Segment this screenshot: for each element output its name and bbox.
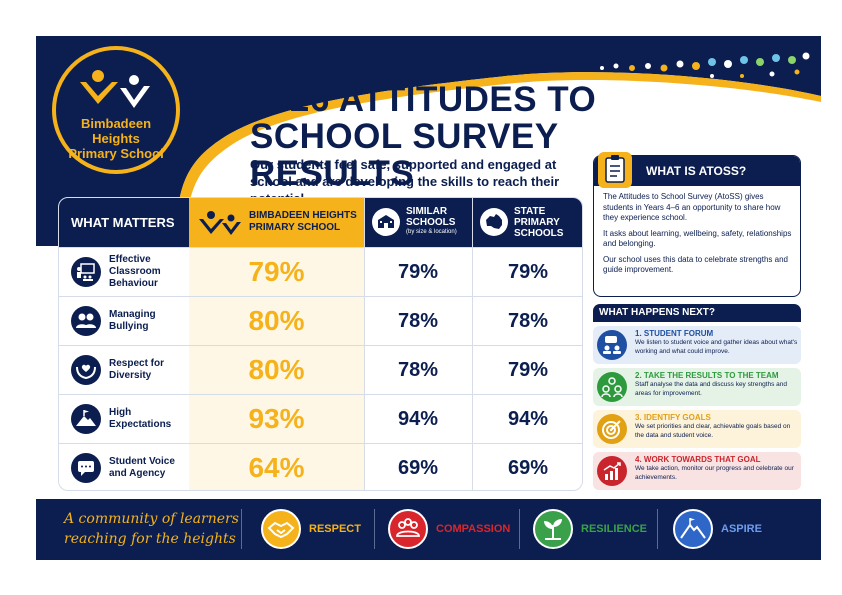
mountain-icon: [673, 509, 713, 549]
column-header-similar-schools: SIMILAR SCHOOLS (by size & location): [364, 198, 472, 247]
column-header-state-schools: STATE PRIMARY SCHOOLS: [472, 198, 582, 247]
row-label: Managing Bullying: [109, 309, 156, 332]
similar-value: 94%: [397, 408, 439, 430]
school-tagline: A community of learners reaching for the…: [64, 509, 254, 549]
state-header-line1: STATE: [514, 206, 546, 217]
speech-bubble-icon: [71, 453, 101, 483]
what-is-atoss-panel: WHAT IS ATOSS? The Attitudes to School S…: [593, 152, 801, 297]
tagline-line2: reaching for the heights: [64, 531, 236, 547]
school-header-line1: BIMBADEEN HEIGHTS: [249, 210, 357, 221]
row-label: Student Voice and Agency: [109, 456, 175, 479]
row-label: Effective Classroom Behaviour: [109, 254, 161, 289]
children-leaping-icon: [80, 70, 150, 108]
school-logo-icon: [199, 211, 241, 235]
what-happens-next-panel: WHAT HAPPENS NEXT? 1. STUDENT FORUM We l…: [593, 304, 801, 492]
school-value: 79%: [248, 256, 305, 287]
state-value: 78%: [507, 310, 549, 332]
step-description: We take action, monitor our progress and…: [635, 465, 794, 481]
step-identify-goals: 3. IDENTIFY GOALS We set priorities and …: [593, 410, 801, 448]
growth-chart-icon: [597, 456, 627, 486]
row-label: Respect for Diversity: [109, 358, 165, 381]
mountain-flag-icon: [71, 404, 101, 434]
state-value: 69%: [507, 457, 549, 479]
similar-header-line2: SCHOOLS: [406, 217, 456, 228]
atoss-header: WHAT IS ATOSS?: [594, 152, 800, 188]
team-icon: [597, 372, 627, 402]
title-line2: SCHOOL SURVEY RESULTS: [250, 117, 558, 193]
table-header: WHAT MATTERS BIMBADEEN HEIGHTS PRIMARY S…: [59, 198, 582, 247]
step-title: 4. WORK TOWARDS THAT GOAL: [635, 455, 761, 464]
hands-heart-icon: [71, 355, 101, 385]
step-student-forum: 1. STUDENT FORUM We listen to student vo…: [593, 326, 801, 364]
atoss-paragraph: It asks about learning, wellbeing, safet…: [603, 228, 792, 249]
table-row: Effective Classroom Behaviour 79% 79% 79…: [59, 247, 582, 296]
handshake-icon: [261, 509, 301, 549]
value-label: RESPECT: [309, 523, 361, 535]
step-title: 3. IDENTIFY GOALS: [635, 413, 711, 422]
school-name-line2: Primary School: [68, 146, 164, 161]
value-label: ASPIRE: [721, 523, 762, 535]
step-title: 1. STUDENT FORUM: [635, 329, 714, 338]
school-value: 80%: [248, 305, 305, 336]
similar-header-sub: (by size & location): [406, 229, 457, 235]
column-header-school: BIMBADEEN HEIGHTS PRIMARY SCHOOL: [189, 198, 364, 247]
table-row: High Expectations 93% 94% 94%: [59, 394, 582, 443]
step-description: We listen to student voice and gather id…: [635, 339, 798, 355]
similar-value: 78%: [397, 359, 439, 381]
sprout-icon: [533, 509, 573, 549]
school-value: 93%: [248, 403, 305, 434]
school-name: Bimbadeen Heights Primary School: [56, 116, 176, 161]
title-line1: 2026 ATTITUDES TO: [250, 80, 597, 119]
step-description: Staff analyse the data and discuss key s…: [635, 381, 788, 397]
table-row: Managing Bullying 80% 78% 78%: [59, 296, 582, 345]
school-name-line1: Bimbadeen Heights: [80, 116, 152, 146]
atoss-title: WHAT IS ATOSS?: [646, 164, 747, 178]
step-description: We set priorities and clear, achievable …: [635, 423, 791, 439]
state-value: 94%: [507, 408, 549, 430]
state-value: 79%: [507, 359, 549, 381]
table-row: Respect for Diversity 80% 78% 79%: [59, 345, 582, 394]
school-value: 64%: [248, 452, 305, 483]
table-row: Student Voice and Agency 64% 69% 69%: [59, 443, 582, 490]
state-header-line2: PRIMARY: [514, 217, 560, 228]
school-logo: Bimbadeen Heights Primary School: [52, 46, 180, 174]
tagline-line1: A community of learners: [64, 511, 239, 527]
school-value: 80%: [248, 354, 305, 385]
atoss-paragraph: The Attitudes to School Survey (AtoSS) g…: [603, 192, 781, 222]
row-label: High Expectations: [109, 407, 172, 430]
classroom-icon: [71, 257, 101, 287]
school-building-icon: [372, 208, 400, 236]
australia-map-icon: [480, 208, 508, 236]
next-title: WHAT HAPPENS NEXT?: [593, 304, 801, 322]
footer-bar: A community of learners reaching for the…: [36, 499, 821, 560]
poster: Bimbadeen Heights Primary School 2026 AT…: [36, 36, 821, 560]
similar-value: 79%: [397, 261, 439, 283]
school-header-line2: PRIMARY SCHOOL: [249, 222, 341, 233]
results-table: WHAT MATTERS BIMBADEEN HEIGHTS PRIMARY S…: [58, 197, 583, 491]
similar-value: 78%: [397, 310, 439, 332]
decorative-dots: [600, 52, 810, 78]
forum-icon: [597, 330, 627, 360]
similar-header-line1: SIMILAR: [406, 206, 448, 217]
target-icon: [597, 414, 627, 444]
people-icon: [71, 306, 101, 336]
state-value: 79%: [507, 261, 549, 283]
similar-value: 69%: [397, 457, 439, 479]
page-subtitle: Our students feel safe, supported and en…: [250, 157, 560, 206]
atoss-body: The Attitudes to School Survey (AtoSS) g…: [603, 192, 793, 281]
state-header-line3: SCHOOLS: [514, 228, 564, 239]
step-work-towards-goal: 4. WORK TOWARDS THAT GOAL We take action…: [593, 452, 801, 490]
value-label: RESILIENCE: [581, 523, 648, 535]
atoss-paragraph: Our school uses this data to celebrate s…: [603, 254, 788, 275]
page-title: 2026 ATTITUDES TO SCHOOL SURVEY RESULTS: [250, 81, 690, 192]
value-label: COMPASSION: [436, 523, 511, 535]
step-title: 2. TAKE THE RESULTS TO THE TEAM: [635, 371, 779, 380]
clipboard-icon: [598, 152, 632, 188]
column-header-what-matters: WHAT MATTERS: [71, 215, 175, 230]
community-icon: [388, 509, 428, 549]
step-take-results: 2. TAKE THE RESULTS TO THE TEAM Staff an…: [593, 368, 801, 406]
header-wave: [36, 36, 821, 246]
